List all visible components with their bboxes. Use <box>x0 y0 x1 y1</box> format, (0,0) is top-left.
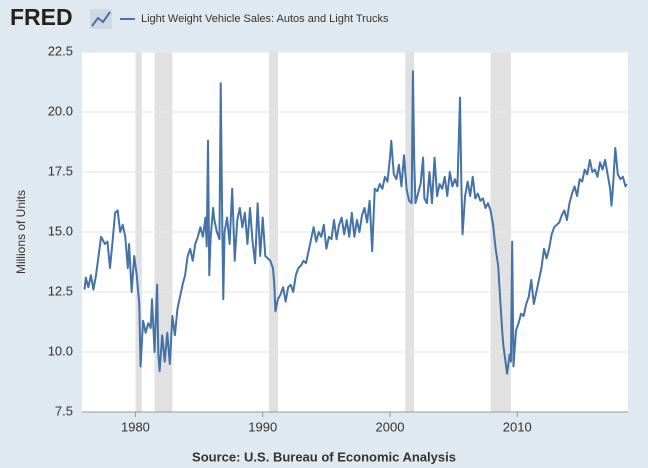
y-tick-label: 10.0 <box>48 343 73 358</box>
y-tick-label: 12.5 <box>48 283 73 298</box>
y-tick-label: 15.0 <box>48 223 73 238</box>
x-tick-label: 1990 <box>248 419 277 434</box>
x-tick-label: 1980 <box>121 419 150 434</box>
x-tick-label: 2000 <box>376 419 405 434</box>
logo: FRED <box>10 4 73 30</box>
y-tick-label: 22.5 <box>48 43 73 58</box>
y-tick-label: 17.5 <box>48 163 73 178</box>
y-tick-label: 20.0 <box>48 103 73 118</box>
y-axis-label: Millions of Units <box>14 190 28 274</box>
y-tick-label: 7.5 <box>55 403 73 418</box>
series-line <box>83 70 628 375</box>
source: Source: U.S. Bureau of Economic Analysis <box>192 449 456 464</box>
logo-icon <box>90 9 112 29</box>
x-tick-label: 2010 <box>503 419 532 434</box>
legend-label: Light Weight Vehicle Sales: Autos and Li… <box>141 13 389 25</box>
